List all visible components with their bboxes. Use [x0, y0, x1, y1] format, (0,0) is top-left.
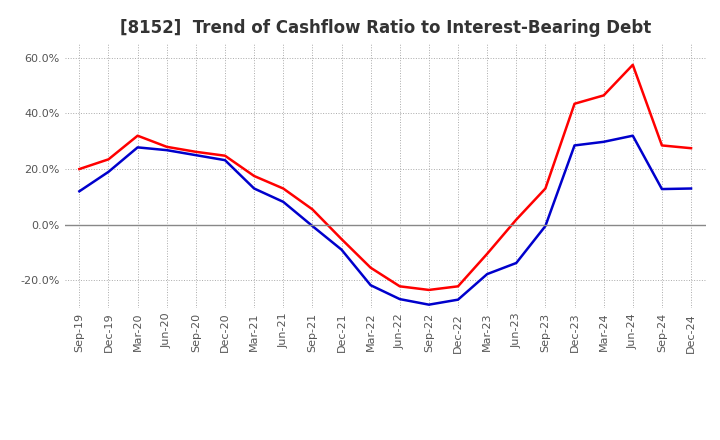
Free CF to Interest-Bearing Debt [337, 247, 346, 252]
Free CF to Interest-Bearing Debt [395, 297, 404, 302]
Free CF to Interest-Bearing Debt [104, 169, 113, 175]
Operating CF to Interest-Bearing Debt [425, 287, 433, 293]
Free CF to Interest-Bearing Debt [192, 153, 200, 158]
Operating CF to Interest-Bearing Debt [279, 186, 287, 191]
Operating CF to Interest-Bearing Debt [570, 101, 579, 106]
Free CF to Interest-Bearing Debt [75, 189, 84, 194]
Free CF to Interest-Bearing Debt [425, 302, 433, 307]
Free CF to Interest-Bearing Debt [687, 186, 696, 191]
Operating CF to Interest-Bearing Debt [192, 149, 200, 154]
Free CF to Interest-Bearing Debt [512, 260, 521, 266]
Operating CF to Interest-Bearing Debt [133, 133, 142, 138]
Free CF to Interest-Bearing Debt [541, 224, 550, 229]
Operating CF to Interest-Bearing Debt [657, 143, 666, 148]
Title: [8152]  Trend of Cashflow Ratio to Interest-Bearing Debt: [8152] Trend of Cashflow Ratio to Intere… [120, 19, 651, 37]
Free CF to Interest-Bearing Debt [570, 143, 579, 148]
Operating CF to Interest-Bearing Debt [599, 93, 608, 98]
Operating CF to Interest-Bearing Debt [308, 207, 317, 212]
Line: Operating CF to Interest-Bearing Debt: Operating CF to Interest-Bearing Debt [79, 65, 691, 290]
Operating CF to Interest-Bearing Debt [75, 166, 84, 172]
Operating CF to Interest-Bearing Debt [366, 265, 375, 270]
Operating CF to Interest-Bearing Debt [104, 157, 113, 162]
Operating CF to Interest-Bearing Debt [541, 186, 550, 191]
Free CF to Interest-Bearing Debt [163, 147, 171, 153]
Free CF to Interest-Bearing Debt [599, 139, 608, 144]
Free CF to Interest-Bearing Debt [279, 199, 287, 205]
Free CF to Interest-Bearing Debt [483, 271, 492, 277]
Operating CF to Interest-Bearing Debt [337, 236, 346, 242]
Free CF to Interest-Bearing Debt [250, 186, 258, 191]
Free CF to Interest-Bearing Debt [133, 145, 142, 150]
Operating CF to Interest-Bearing Debt [163, 144, 171, 150]
Operating CF to Interest-Bearing Debt [512, 217, 521, 222]
Line: Free CF to Interest-Bearing Debt: Free CF to Interest-Bearing Debt [79, 136, 691, 304]
Free CF to Interest-Bearing Debt [629, 133, 637, 138]
Operating CF to Interest-Bearing Debt [629, 62, 637, 67]
Free CF to Interest-Bearing Debt [220, 158, 229, 163]
Operating CF to Interest-Bearing Debt [220, 153, 229, 158]
Operating CF to Interest-Bearing Debt [483, 251, 492, 257]
Free CF to Interest-Bearing Debt [657, 187, 666, 192]
Free CF to Interest-Bearing Debt [308, 224, 317, 229]
Operating CF to Interest-Bearing Debt [395, 284, 404, 289]
Free CF to Interest-Bearing Debt [366, 282, 375, 288]
Operating CF to Interest-Bearing Debt [687, 146, 696, 151]
Operating CF to Interest-Bearing Debt [454, 284, 462, 289]
Operating CF to Interest-Bearing Debt [250, 173, 258, 179]
Free CF to Interest-Bearing Debt [454, 297, 462, 302]
